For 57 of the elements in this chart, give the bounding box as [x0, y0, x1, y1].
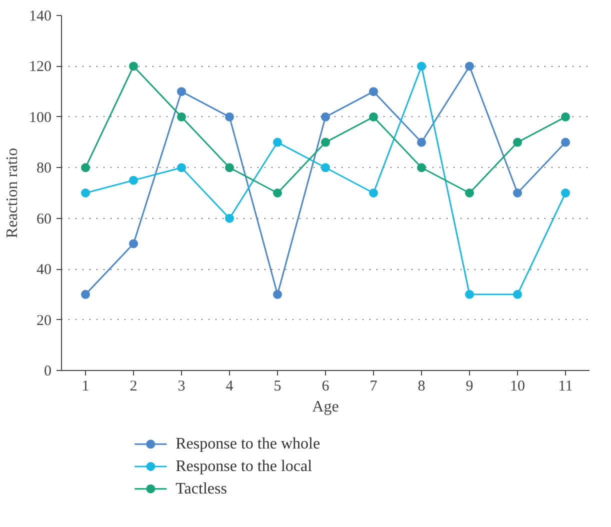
point — [321, 163, 330, 172]
point — [129, 176, 138, 185]
x-tick-label: 4 — [226, 378, 234, 394]
point — [561, 138, 570, 147]
legend-label: Tactless — [176, 480, 227, 498]
point — [417, 138, 426, 147]
y-tick-label: 140 — [29, 8, 52, 24]
point — [465, 290, 474, 299]
point — [321, 112, 330, 122]
x-tick-label: 8 — [418, 378, 426, 394]
point — [513, 138, 522, 147]
point — [321, 138, 330, 147]
point — [177, 112, 186, 122]
point — [177, 87, 186, 96]
y-tick-label: 0 — [44, 364, 52, 380]
point — [225, 214, 234, 223]
point — [81, 188, 90, 198]
x-tick-label: 9 — [466, 378, 474, 394]
x-tick-label: 2 — [130, 378, 138, 394]
x-tick-label: 10 — [510, 378, 525, 394]
y-tick-label: 40 — [36, 262, 52, 278]
point — [273, 188, 282, 198]
point — [465, 62, 474, 71]
point — [369, 87, 378, 96]
point — [273, 138, 282, 147]
point — [369, 112, 378, 122]
point — [465, 188, 474, 198]
point — [177, 163, 186, 172]
x-tick-label: 3 — [178, 378, 186, 394]
y-tick-label: 100 — [29, 110, 52, 126]
y-axis-title: Reaction ratio — [4, 148, 21, 238]
point — [561, 188, 570, 198]
point — [369, 188, 378, 198]
point — [417, 163, 426, 172]
point — [513, 290, 522, 299]
legend-label: Response to the whole — [176, 436, 320, 453]
x-tick-label: 11 — [558, 378, 573, 394]
point — [129, 239, 138, 248]
point — [273, 290, 282, 299]
y-tick-label: 20 — [36, 312, 52, 329]
point — [561, 112, 570, 122]
point — [417, 62, 426, 71]
x-tick-label: 7 — [370, 378, 378, 394]
point — [225, 112, 234, 122]
x-tick-label: 1 — [82, 378, 90, 394]
point — [81, 290, 90, 299]
y-tick-label: 60 — [36, 211, 52, 228]
point — [129, 62, 138, 71]
y-tick-label: 120 — [29, 59, 52, 76]
x-axis-title: Age — [312, 398, 339, 416]
legend-label: Response to the local — [176, 458, 313, 475]
x-tick-label: 6 — [322, 378, 330, 394]
point — [81, 163, 90, 172]
y-tick-label: 80 — [36, 160, 52, 177]
point — [513, 188, 522, 198]
x-tick-label: 5 — [274, 378, 282, 394]
point — [225, 163, 234, 172]
